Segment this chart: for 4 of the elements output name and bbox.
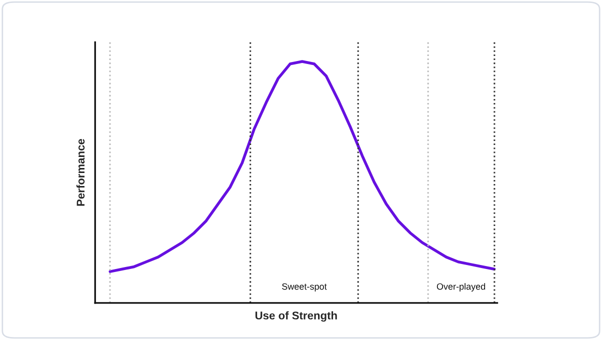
y-axis-title: Performance xyxy=(76,138,85,206)
x-axis-title: Use of Strength xyxy=(255,311,337,322)
annotation: Sweet-spot xyxy=(282,283,327,292)
annotation: Over-played xyxy=(436,283,486,292)
